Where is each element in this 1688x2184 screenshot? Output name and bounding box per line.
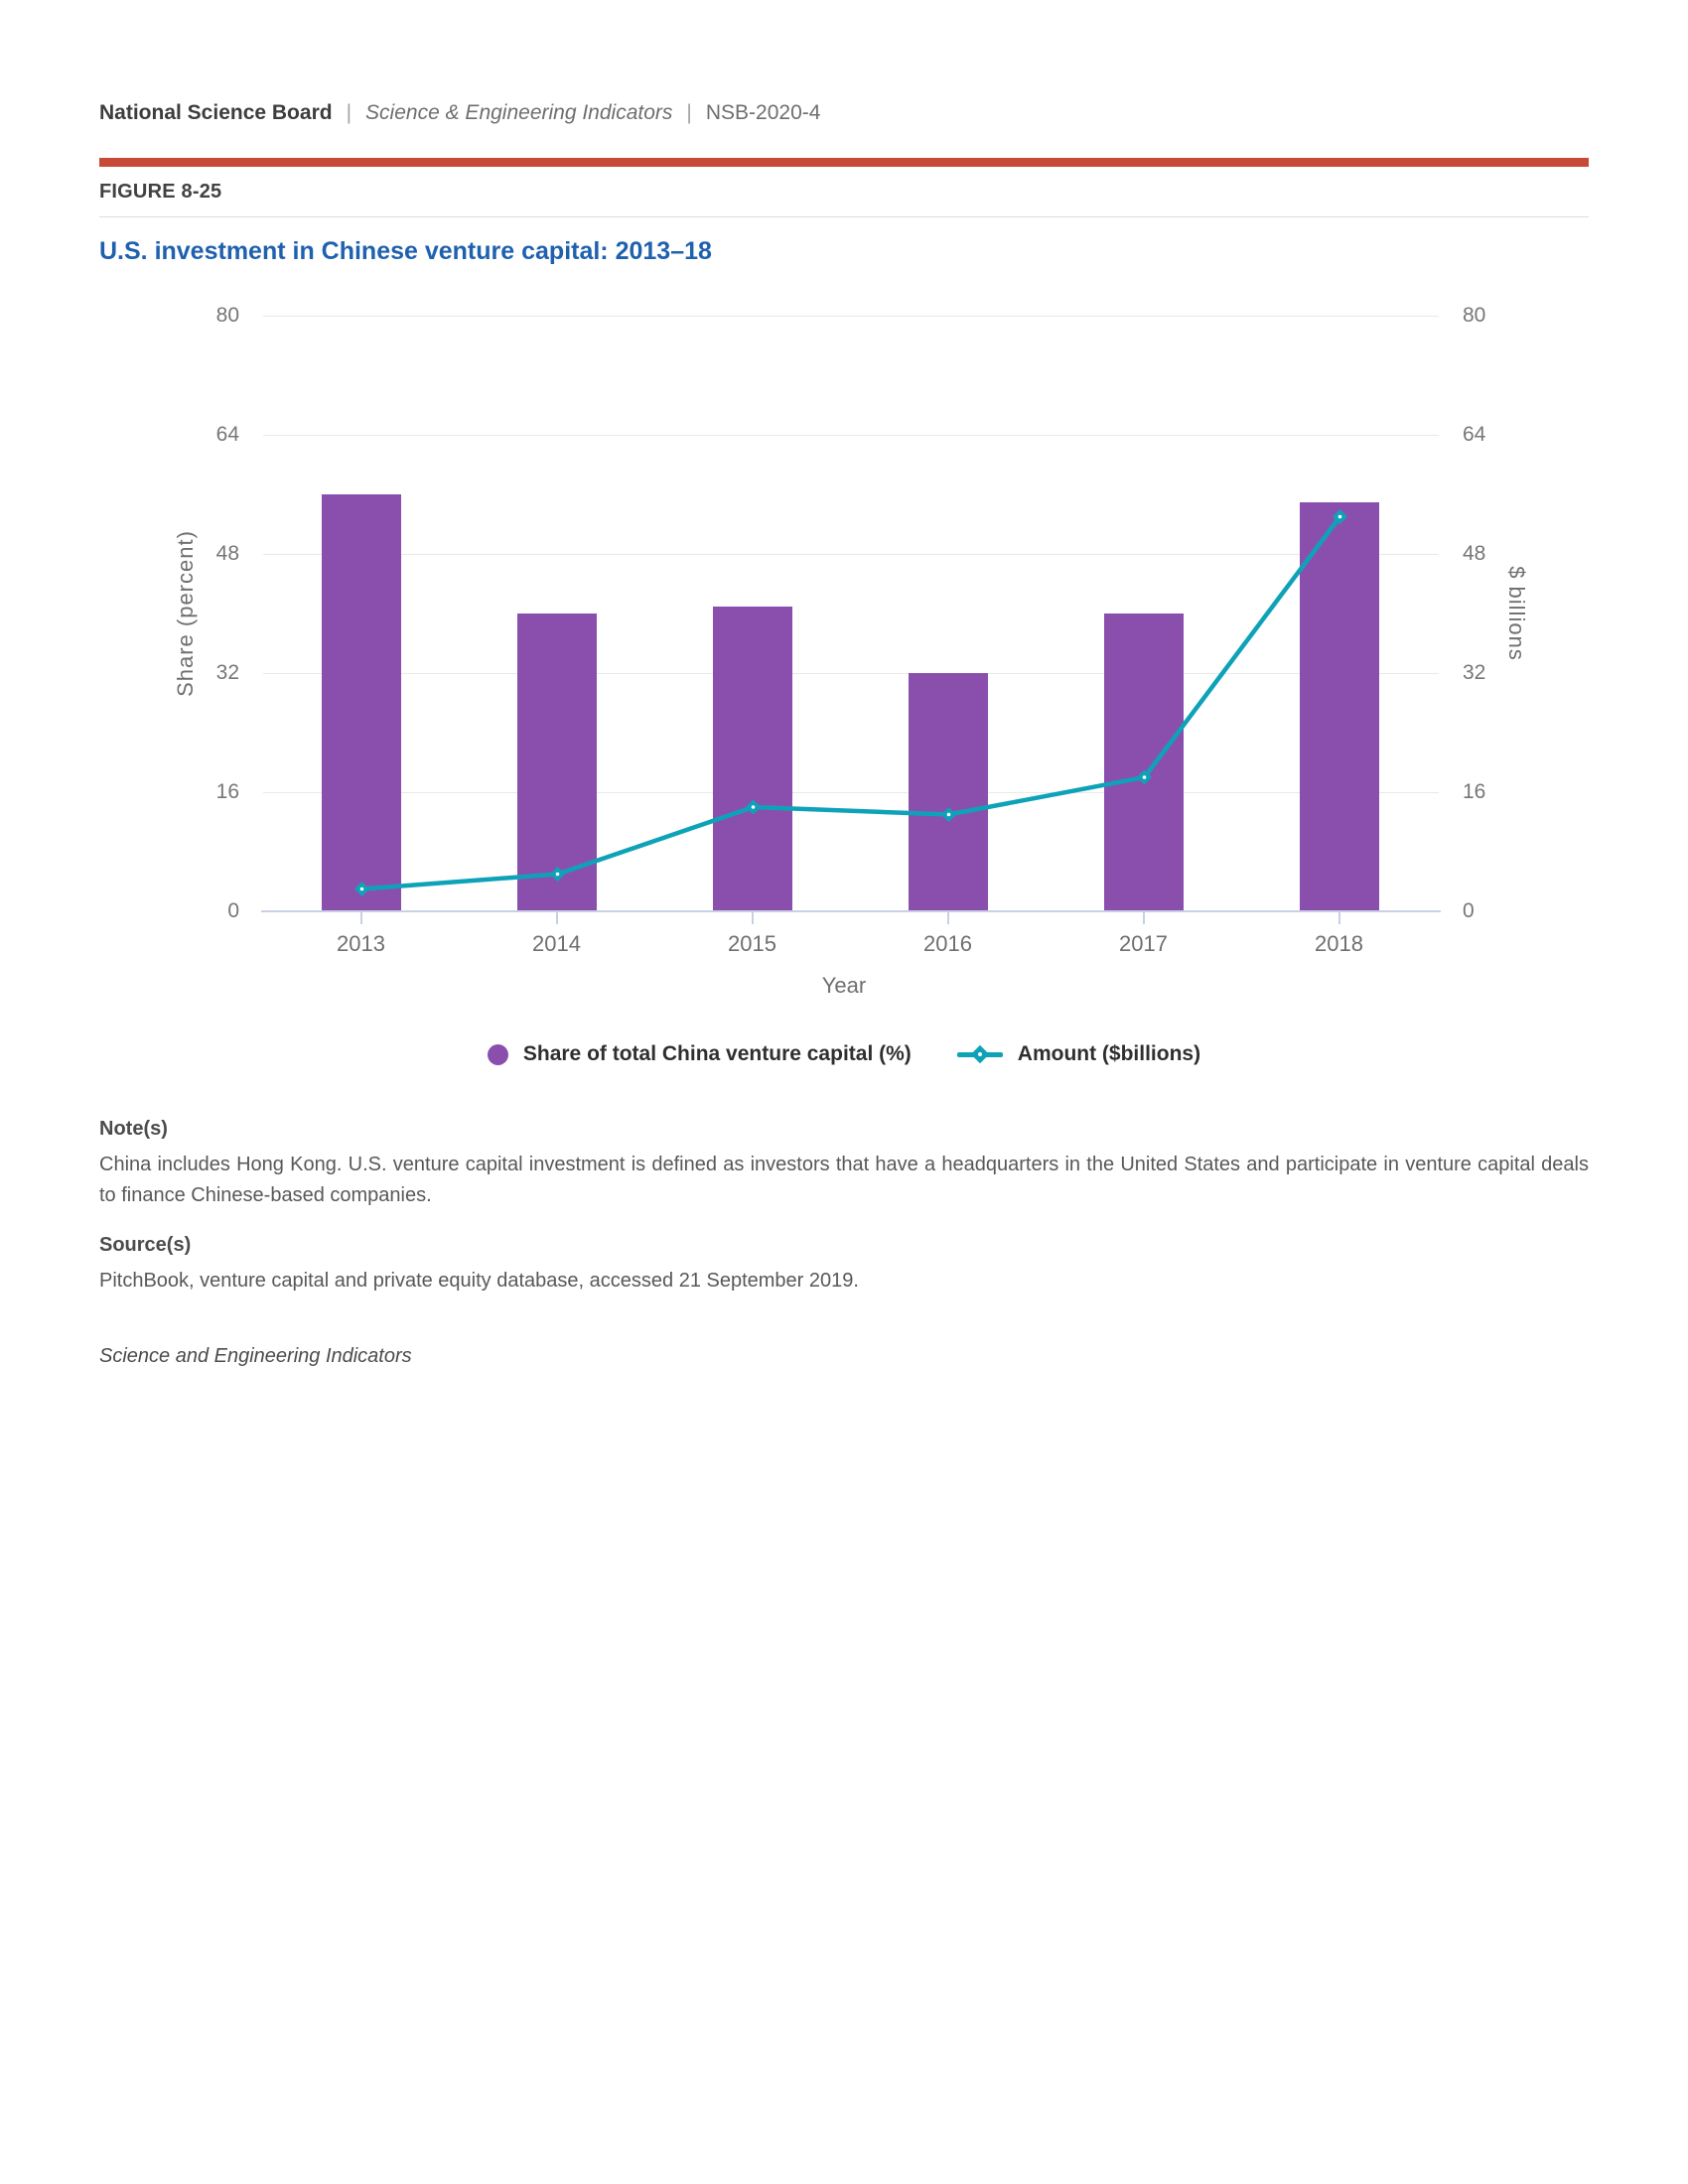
separator: | [346, 101, 352, 124]
notes-section: Note(s) China includes Hong Kong. U.S. v… [99, 1118, 1589, 1211]
left-tick-label: 80 [215, 304, 239, 327]
left-tick-label: 16 [215, 780, 239, 803]
right-tick-label: 48 [1463, 542, 1486, 565]
right-axis-title: $ billions [1504, 566, 1529, 661]
figure-number: FIGURE 8-25 [99, 181, 222, 203]
right-tick-label: 0 [1463, 899, 1475, 922]
report-id: NSB-2020-4 [705, 101, 821, 124]
legend-label-amount: Amount ($billions) [1017, 1042, 1201, 1065]
right-tick-label: 16 [1463, 780, 1486, 803]
gridline [263, 792, 1439, 793]
figure-chart: Share (percent) $ billions 0 0 16 16 32 32 48 4… [99, 304, 1589, 1066]
right-tick-label: 80 [1463, 304, 1486, 327]
document-header: National Science Board | Science & Engin… [99, 101, 1589, 125]
amount-line [361, 515, 1342, 891]
x-axis-title: Year [821, 973, 867, 998]
x-tick-mark [946, 911, 949, 924]
legend-item-share: Share of total China venture capital (%) [487, 1042, 912, 1066]
amount-line-series [354, 509, 1347, 896]
gridline [263, 316, 1439, 317]
bar-2015 [712, 606, 792, 911]
left-tick-label: 48 [215, 542, 239, 565]
accent-rule [99, 158, 1589, 167]
x-tick-label: 2016 [923, 931, 972, 956]
x-tick-label: 2015 [728, 931, 776, 956]
bar-2014 [516, 614, 597, 911]
x-tick-mark [359, 911, 362, 924]
line-series-swatch-icon [956, 1044, 1003, 1064]
x-tick-label: 2014 [532, 931, 581, 956]
gridline [263, 673, 1439, 674]
report-page: National Science Board | Science & Engin… [99, 101, 1589, 1367]
x-tick-mark [555, 911, 558, 924]
separator: | [686, 101, 692, 124]
right-tick-label: 64 [1463, 423, 1486, 446]
x-axis-line [261, 910, 1441, 912]
source-body: PitchBook, venture capital and private e… [99, 1270, 859, 1292]
source-section: Source(s) PitchBook, venture capital and… [99, 1234, 1589, 1297]
legend-label-share: Share of total China venture capital (%) [522, 1042, 912, 1065]
x-tick-mark [1142, 911, 1145, 924]
bar-2017 [1103, 614, 1184, 911]
notes-heading: Note(s) [99, 1118, 168, 1140]
left-tick-label: 64 [215, 423, 239, 446]
source-heading: Source(s) [99, 1234, 192, 1256]
chart-legend: Share of total China venture capital (%)… [99, 1042, 1589, 1066]
bar-2018 [1299, 501, 1379, 911]
notes-body: China includes Hong Kong. U.S. venture c… [99, 1154, 1589, 1206]
right-tick-label: 32 [1463, 661, 1486, 684]
gridline [263, 435, 1439, 436]
gridline [263, 554, 1439, 555]
x-tick-mark [751, 911, 754, 924]
divider-rule [99, 216, 1589, 217]
bar-2016 [908, 673, 988, 911]
bar-2013 [321, 494, 401, 911]
x-tick-mark [1337, 911, 1340, 924]
publication-attribution: Science and Engineering Indicators [99, 1345, 412, 1367]
x-tick-label: 2013 [337, 931, 385, 956]
bar-series-swatch-icon [487, 1043, 508, 1065]
left-tick-label: 0 [227, 899, 239, 922]
left-tick-label: 32 [215, 661, 239, 684]
x-tick-label: 2017 [1119, 931, 1168, 956]
figure-title: U.S. investment in Chinese venture capit… [99, 237, 712, 265]
legend-item-amount: Amount ($billions) [956, 1042, 1201, 1066]
x-tick-label: 2018 [1315, 931, 1363, 956]
chart-plot-area: Share (percent) $ billions 0 0 16 16 32 32 48 4… [173, 304, 1529, 956]
org-name: National Science Board [99, 101, 333, 124]
publication-name: Science & Engineering Indicators [365, 101, 673, 124]
